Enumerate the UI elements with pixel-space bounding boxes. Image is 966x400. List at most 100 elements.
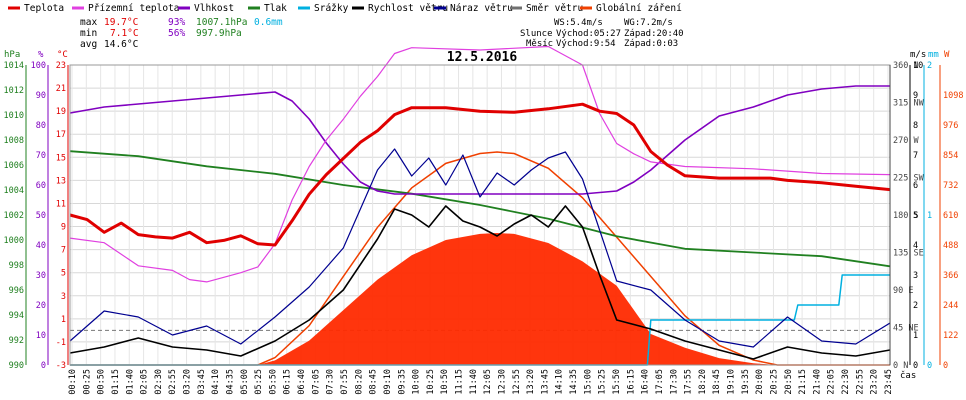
radiation-axis-tick: 976 — [943, 121, 958, 131]
humidity-axis-tick: 70 — [36, 151, 46, 161]
x-tick-label: 02:55 — [168, 369, 178, 395]
pressure-axis-tick: 994 — [9, 311, 24, 321]
humidity-axis-tick: 20 — [36, 301, 46, 311]
legend-label: Náraz větru — [450, 3, 513, 14]
x-tick-label: 23:20 — [870, 369, 880, 395]
x-tick-label: 10:50 — [440, 369, 450, 395]
legend-label: Směr větru — [526, 3, 583, 14]
x-tick-label: 00:50 — [97, 369, 107, 395]
x-tick-label: 17:55 — [684, 369, 694, 395]
x-tick-label: 13:45 — [540, 369, 550, 395]
x-tick-label: 17:30 — [669, 369, 679, 395]
unit-hpa: hPa — [4, 50, 20, 60]
wind-axis-tick: 6 — [913, 181, 918, 191]
wind-axis-tick: 2 — [913, 301, 918, 311]
wind-axis-tick: 5 — [913, 211, 918, 221]
humidity-line — [69, 85, 890, 195]
temperature-axis-tick: 21 — [56, 84, 66, 94]
x-tick-label: 21:40 — [812, 369, 822, 395]
temperature-axis-tick: -1 — [56, 338, 66, 348]
x-tick-label: 17:05 — [655, 369, 665, 395]
radiation-axis-tick: 0 — [943, 361, 948, 371]
stats-avg-label: avg — [80, 39, 97, 50]
pressure-line — [69, 150, 891, 268]
x-tick-label: 16:40 — [641, 369, 651, 395]
x-tick-label: 22:05 — [827, 369, 837, 395]
humidity-axis-tick: 30 — [36, 271, 46, 281]
info-moon-rise: Východ:9:54 — [556, 39, 616, 49]
humidity-axis-tick: 100 — [31, 61, 46, 71]
temperature-axis-tick: 7 — [61, 246, 66, 256]
unit-pct: % — [38, 50, 44, 60]
x-tick-label: 04:35 — [225, 369, 235, 395]
stats-min-label: min — [80, 28, 97, 39]
radiation-axis-tick: 1098 — [943, 91, 963, 101]
temperature-axis-tick: 11 — [56, 199, 66, 209]
radiation-theoretical-line — [70, 151, 890, 366]
x-tick-label: 03:20 — [183, 369, 193, 395]
radiation-axis-tick: 122 — [943, 331, 958, 341]
pressure-axis-tick: 1000 — [4, 236, 24, 246]
x-tick-label: 02:05 — [140, 369, 150, 395]
x-tick-label: 00:25 — [82, 369, 92, 395]
wind-axis-tick: 10 — [913, 61, 923, 71]
stats-max-press: 1007.1hPa — [196, 17, 247, 28]
legend-label: Globální záření — [596, 3, 682, 14]
temperature-axis-tick: 15 — [56, 153, 66, 163]
stats-max-temp: 19.7°C — [104, 17, 138, 28]
info-sun-set: Západ:20:40 — [624, 29, 684, 39]
x-tick-label: 21:15 — [798, 369, 808, 395]
pressure-axis-tick: 996 — [9, 286, 24, 296]
x-tick-label: 01:40 — [125, 369, 135, 395]
pressure-axis-tick: 1014 — [4, 61, 24, 71]
x-tick-label: 10:25 — [426, 369, 436, 395]
x-tick-label: 09:10 — [383, 369, 393, 395]
x-tick-label: 06:15 — [283, 369, 293, 395]
direction-axis-tick: 180 S — [893, 211, 919, 221]
rain-axis-tick: 1 — [927, 211, 932, 221]
direction-axis-tick: 270 W — [893, 136, 919, 146]
humidity-axis-tick: 40 — [36, 241, 46, 251]
info-sun-label: Slunce — [520, 29, 553, 39]
stats-max-label: max — [80, 17, 97, 28]
wind-axis-tick: 7 — [913, 151, 918, 161]
rain-line — [70, 274, 890, 366]
humidity-axis-tick: 90 — [36, 91, 46, 101]
x-tick-label: 12:05 — [483, 369, 493, 395]
rain-axis-tick: 2 — [927, 61, 932, 71]
stats-min-temp: 7.1°C — [110, 28, 139, 39]
stats-max-hum: 93% — [168, 17, 185, 28]
humidity-axis-tick: 80 — [36, 121, 46, 131]
temperature-axis-tick: 23 — [56, 61, 66, 71]
pressure-axis-tick: 1010 — [4, 111, 24, 121]
stats-min-hum: 56% — [168, 28, 185, 39]
radiation-axis-tick: 244 — [943, 301, 958, 311]
x-axis-label: čas — [900, 370, 916, 381]
x-tick-label: 20:25 — [769, 369, 779, 395]
x-tick-label: 13:20 — [526, 369, 536, 395]
wind-axis-tick: 9 — [913, 91, 918, 101]
axes-layer: 00:10 00:25 00:50 01:15 01:40 02:05 02:30 02:55… — [4, 61, 964, 395]
direction-axis-tick: 90 E — [893, 286, 913, 296]
radiation-axis-tick: 366 — [943, 271, 958, 281]
x-tick-label: 09:35 — [397, 369, 407, 395]
x-tick-label: 05:25 — [254, 369, 264, 395]
stats-max-rain: 0.6mm — [254, 17, 283, 28]
x-tick-label: 12:55 — [512, 369, 522, 395]
x-tick-label: 05:00 — [240, 369, 250, 395]
radiation-axis-tick: 610 — [943, 211, 958, 221]
info-ws: WS:5.4m/s — [554, 18, 603, 28]
temperature-line — [69, 102, 891, 247]
x-tick-label: 10:00 — [412, 369, 422, 395]
x-tick-label: 11:40 — [469, 369, 479, 395]
legend-label: Tlak — [264, 3, 287, 14]
wind-axis-tick: 8 — [913, 121, 918, 131]
wind-axis-tick: 0 — [913, 361, 918, 371]
x-tick-label: 18:20 — [698, 369, 708, 395]
radiation-axis-tick: 732 — [943, 181, 958, 191]
radiation-layer — [70, 151, 890, 366]
unit-w: W — [944, 50, 950, 60]
x-tick-label: 02:30 — [154, 369, 164, 395]
